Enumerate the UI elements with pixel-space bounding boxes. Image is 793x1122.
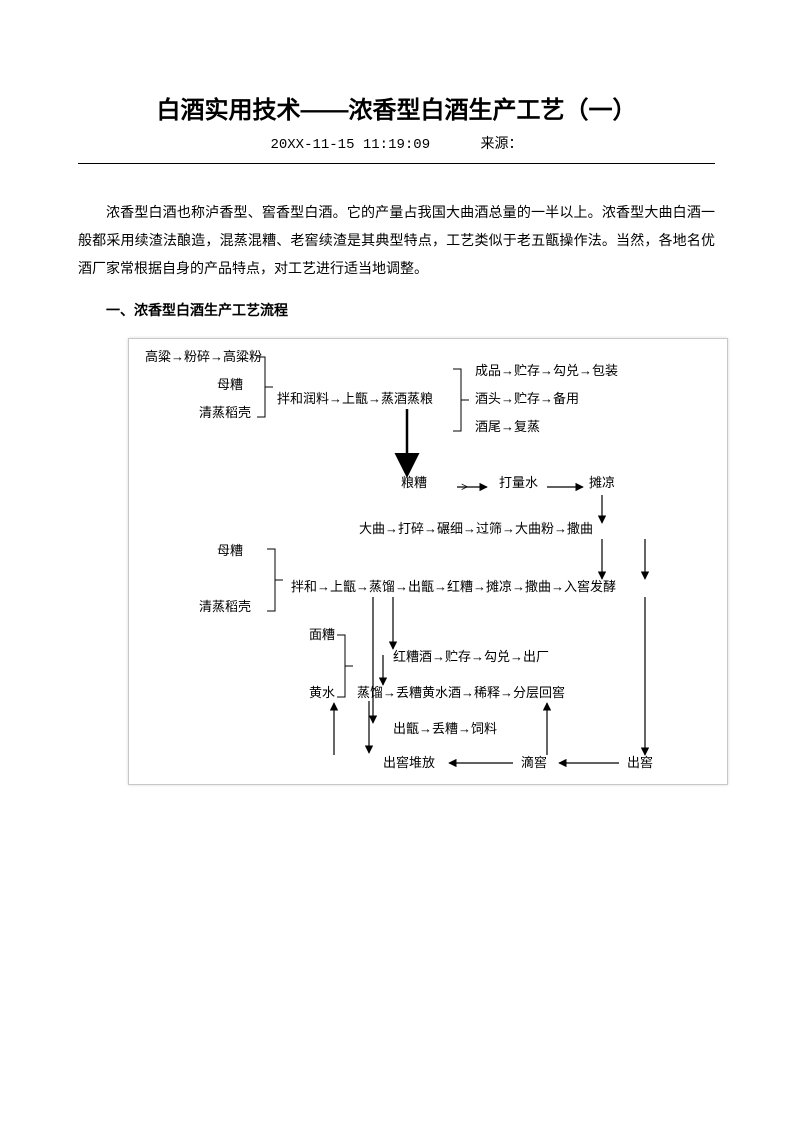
svg-text:蒸馏→丢糟黄水酒→稀释→分层回窖: 蒸馏→丢糟黄水酒→稀释→分层回窖 — [357, 685, 565, 700]
svg-text:黄水: 黄水 — [309, 685, 335, 700]
svg-text:打量水: 打量水 — [499, 475, 538, 490]
svg-text:红糟酒→贮存→勾兑→出厂: 红糟酒→贮存→勾兑→出厂 — [393, 649, 549, 664]
svg-text:拌和润料→上甑→蒸酒蒸粮: 拌和润料→上甑→蒸酒蒸粮 — [277, 391, 433, 406]
svg-text:高粱→粉碎→高粱粉: 高粱→粉碎→高粱粉 — [145, 349, 262, 364]
svg-text:成品→贮存→勾兑→包装: 成品→贮存→勾兑→包装 — [475, 363, 618, 378]
svg-text:酒头→贮存→备用: 酒头→贮存→备用 — [475, 391, 579, 406]
page-title: 白酒实用技术——浓香型白酒生产工艺（一） — [78, 90, 715, 125]
svg-text:出窖: 出窖 — [627, 755, 653, 770]
svg-text:面糟: 面糟 — [309, 627, 335, 642]
section-heading-1: 一、浓香型白酒生产工艺流程 — [78, 300, 715, 320]
svg-text:滴窖: 滴窖 — [521, 755, 547, 770]
svg-text:母糟: 母糟 — [217, 543, 243, 558]
title-divider — [78, 163, 715, 164]
svg-text:>: > — [461, 479, 468, 494]
svg-text:出甑→丢糟→饲料: 出甑→丢糟→饲料 — [393, 721, 497, 736]
svg-text:母糟: 母糟 — [217, 377, 243, 392]
date-text: 20XX-11-15 11:19:09 — [270, 137, 430, 153]
svg-text:摊凉: 摊凉 — [589, 475, 615, 490]
svg-text:清蒸稻壳: 清蒸稻壳 — [199, 405, 251, 420]
svg-text:粮糟: 粮糟 — [401, 475, 427, 490]
source-label: 来源： — [481, 137, 523, 153]
process-flow-diagram: >高粱→粉碎→高粱粉母糟清蒸稻壳拌和润料→上甑→蒸酒蒸粮成品→贮存→勾兑→包装酒… — [128, 338, 728, 785]
intro-paragraph: 浓香型白酒也称泸香型、窖香型白酒。它的产量占我国大曲酒总量的一半以上。浓香型大曲… — [78, 200, 715, 284]
svg-text:出窖堆放: 出窖堆放 — [383, 755, 435, 770]
svg-text:拌和→上甑→蒸馏→出甑→红糟→摊凉→撒曲→入窖发酵: 拌和→上甑→蒸馏→出甑→红糟→摊凉→撒曲→入窖发酵 — [291, 579, 616, 594]
flow-svg: >高粱→粉碎→高粱粉母糟清蒸稻壳拌和润料→上甑→蒸酒蒸粮成品→贮存→勾兑→包装酒… — [129, 339, 729, 784]
svg-text:大曲→打碎→碾细→过筛→大曲粉→撒曲: 大曲→打碎→碾细→过筛→大曲粉→撒曲 — [359, 521, 593, 536]
svg-text:酒尾→复蒸: 酒尾→复蒸 — [475, 419, 540, 434]
svg-text:清蒸稻壳: 清蒸稻壳 — [199, 599, 251, 614]
page-subtitle: 20XX-11-15 11:19:09 来源： — [78, 133, 715, 153]
